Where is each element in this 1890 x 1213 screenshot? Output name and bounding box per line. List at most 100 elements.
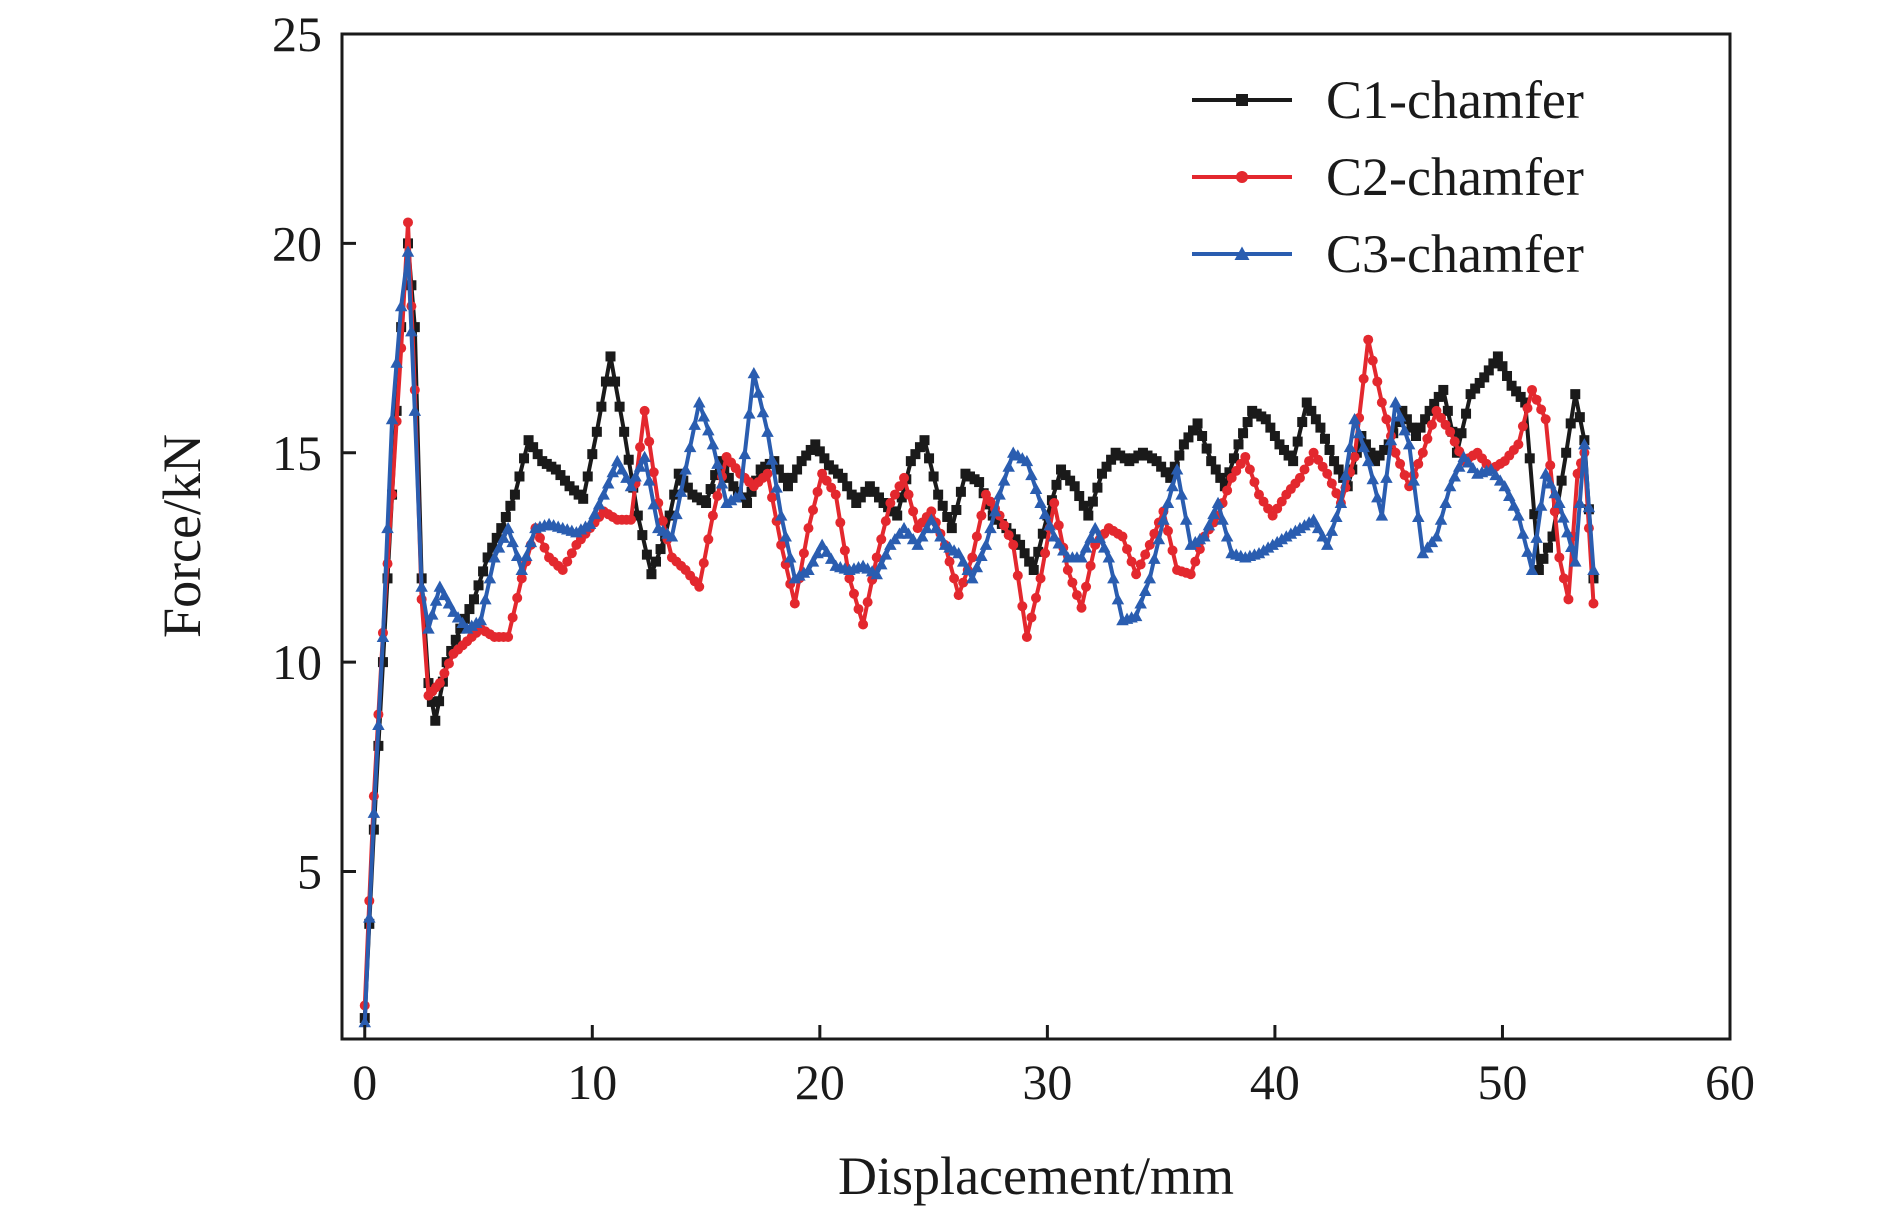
data-point — [1079, 541, 1093, 553]
data-point — [415, 580, 428, 592]
data-point — [778, 472, 789, 483]
data-point — [811, 547, 824, 559]
data-point — [1371, 491, 1384, 503]
data-point — [1151, 456, 1162, 467]
data-point — [673, 468, 684, 479]
data-point — [1360, 439, 1371, 450]
data-point — [1389, 396, 1402, 408]
data-point — [1057, 544, 1070, 556]
data-point — [1215, 472, 1226, 483]
data-point — [1398, 424, 1411, 436]
data-point — [596, 401, 607, 412]
data-point — [559, 475, 570, 486]
data-point — [697, 410, 711, 422]
data-point — [715, 477, 729, 489]
data-point — [1140, 549, 1151, 560]
data-point — [1521, 545, 1534, 557]
data-point — [1065, 475, 1076, 486]
data-point — [429, 594, 443, 606]
data-point — [1249, 477, 1260, 488]
data-point — [782, 481, 793, 492]
data-point — [976, 510, 987, 521]
data-point — [1474, 377, 1485, 388]
data-point — [1412, 510, 1425, 522]
data-point — [682, 482, 693, 493]
data-point — [1530, 531, 1543, 543]
data-point — [506, 535, 519, 548]
legend-label: C3-chamfer — [1326, 224, 1584, 284]
data-point — [1157, 513, 1170, 525]
data-point — [1134, 597, 1147, 609]
data-point — [1497, 361, 1508, 372]
data-point — [1363, 334, 1374, 345]
data-point — [1304, 456, 1315, 467]
data-point — [1040, 548, 1051, 559]
data-point — [405, 325, 418, 337]
data-point — [647, 498, 660, 510]
data-point — [588, 507, 601, 520]
data-point — [1470, 383, 1481, 394]
data-point — [491, 532, 502, 543]
x-tick-label: 20 — [795, 1054, 845, 1110]
data-point — [450, 634, 461, 645]
data-point — [1096, 468, 1107, 479]
data-point — [958, 577, 969, 588]
data-point — [952, 547, 965, 559]
data-point — [501, 521, 515, 534]
data-point — [426, 608, 439, 620]
data-point — [1207, 507, 1220, 520]
data-point — [1019, 548, 1030, 559]
data-point — [1452, 460, 1466, 472]
data-point — [1498, 480, 1511, 492]
data-point — [1238, 428, 1249, 439]
data-point — [632, 510, 643, 521]
data-point — [1002, 460, 1015, 472]
data-point — [784, 551, 797, 563]
data-point — [1557, 511, 1570, 523]
data-point — [1573, 496, 1587, 508]
data-point — [970, 560, 984, 573]
data-point — [853, 604, 864, 615]
data-point — [855, 492, 866, 503]
data-point — [911, 538, 924, 550]
data-point — [1188, 425, 1199, 436]
data-point — [971, 531, 982, 542]
data-point — [903, 489, 914, 500]
data-point — [358, 1016, 372, 1028]
data-point — [1297, 417, 1308, 428]
data-point — [1060, 470, 1071, 481]
data-point — [1083, 510, 1094, 521]
data-point — [1582, 500, 1596, 513]
data-point — [815, 538, 829, 550]
data-point — [1233, 439, 1244, 450]
data-point — [442, 597, 456, 609]
data-point — [1056, 464, 1067, 475]
tick-layer: 0 10 20 30 40 50 60 5 10 15 20 25 — [272, 6, 1755, 1110]
data-point — [1578, 438, 1591, 450]
data-point — [956, 555, 970, 567]
data-point — [583, 517, 597, 529]
data-point — [1511, 386, 1522, 397]
data-point — [824, 552, 838, 564]
data-point — [482, 552, 493, 563]
data-point — [767, 492, 778, 503]
data-point — [743, 407, 756, 419]
y-tick-label: 10 — [272, 634, 322, 690]
data-point — [648, 467, 659, 478]
data-point — [1319, 433, 1330, 444]
data-point — [1085, 560, 1096, 571]
data-point — [789, 598, 800, 609]
data-point — [519, 453, 530, 464]
data-point — [862, 597, 873, 608]
legend-label: C1-chamfer — [1326, 70, 1584, 130]
data-point — [1525, 563, 1539, 575]
data-point — [1543, 477, 1557, 489]
data-point — [497, 531, 510, 543]
data-point — [1547, 531, 1558, 542]
data-point — [1299, 464, 1310, 475]
legend-label: C2-chamfer — [1326, 147, 1584, 207]
data-point — [1429, 398, 1440, 409]
data-point — [889, 489, 900, 500]
data-point — [975, 549, 988, 562]
data-point — [376, 630, 390, 642]
